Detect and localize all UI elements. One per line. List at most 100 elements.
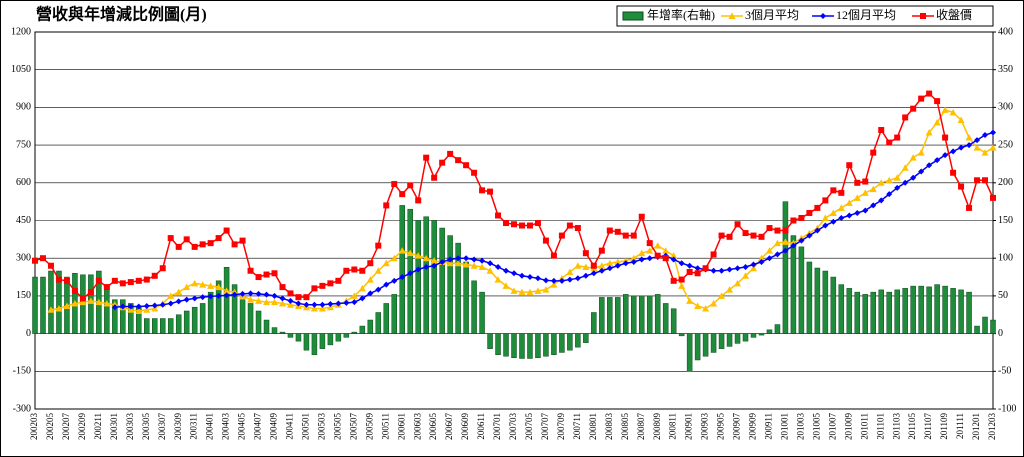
x-tick-label: 200409 bbox=[269, 413, 279, 441]
bar bbox=[654, 294, 661, 334]
y-tick-label: 300 bbox=[16, 252, 31, 263]
marker bbox=[119, 303, 126, 310]
marker bbox=[247, 296, 255, 303]
marker bbox=[630, 254, 638, 262]
marker bbox=[47, 306, 55, 313]
marker bbox=[207, 293, 214, 300]
bar bbox=[167, 318, 174, 334]
marker bbox=[885, 176, 893, 184]
bar bbox=[686, 333, 693, 372]
marker bbox=[574, 262, 582, 269]
marker bbox=[798, 237, 805, 244]
marker bbox=[295, 294, 302, 301]
marker bbox=[830, 187, 837, 194]
marker bbox=[662, 247, 670, 254]
marker bbox=[798, 214, 805, 221]
bar bbox=[255, 310, 262, 334]
x-tick-label: 200205 bbox=[45, 413, 55, 441]
bar bbox=[750, 333, 757, 338]
marker bbox=[215, 235, 222, 242]
marker bbox=[646, 247, 654, 254]
marker bbox=[311, 301, 318, 308]
x-tick-label: 201005 bbox=[811, 413, 821, 441]
y2-tick-label: 300 bbox=[998, 102, 1013, 113]
marker bbox=[494, 276, 502, 283]
marker bbox=[455, 157, 462, 164]
marker bbox=[550, 277, 557, 284]
marker bbox=[934, 98, 941, 105]
marker bbox=[135, 277, 142, 284]
y2-tick-label: 0 bbox=[998, 328, 1003, 339]
marker bbox=[542, 277, 549, 284]
bar bbox=[247, 303, 254, 334]
marker bbox=[526, 288, 534, 296]
marker bbox=[151, 272, 158, 279]
marker bbox=[926, 90, 933, 97]
x-tick-label: 200703 bbox=[508, 413, 518, 441]
marker bbox=[327, 300, 334, 307]
marker bbox=[103, 284, 110, 291]
marker bbox=[686, 297, 694, 304]
x-tick-label: 201101 bbox=[875, 413, 885, 440]
bar bbox=[766, 329, 773, 334]
marker bbox=[167, 292, 175, 299]
marker bbox=[503, 220, 510, 227]
bar bbox=[479, 291, 485, 334]
marker bbox=[399, 274, 406, 281]
x-tick-label: 201203 bbox=[987, 413, 997, 441]
marker bbox=[183, 283, 191, 291]
y-tick-label: -150 bbox=[13, 366, 31, 377]
marker bbox=[742, 263, 749, 270]
bar bbox=[878, 289, 884, 334]
marker bbox=[686, 269, 693, 276]
bar bbox=[32, 276, 38, 334]
marker bbox=[191, 295, 198, 302]
marker bbox=[518, 288, 526, 296]
bar bbox=[599, 297, 605, 334]
marker bbox=[742, 230, 749, 237]
marker bbox=[958, 144, 965, 151]
marker bbox=[263, 291, 270, 298]
marker bbox=[806, 232, 813, 239]
bar bbox=[758, 333, 765, 336]
bar bbox=[279, 331, 286, 334]
marker bbox=[199, 294, 206, 301]
bar bbox=[415, 220, 421, 334]
marker bbox=[678, 282, 686, 289]
marker bbox=[375, 286, 382, 293]
x-tick-label: 200209 bbox=[77, 413, 87, 441]
marker bbox=[271, 298, 278, 306]
bar bbox=[806, 261, 813, 334]
x-tick-label: 200611 bbox=[476, 413, 486, 440]
y2-tick-label: -50 bbox=[998, 366, 1011, 377]
marker bbox=[526, 222, 533, 229]
bar bbox=[974, 325, 980, 334]
marker bbox=[422, 254, 430, 262]
marker bbox=[606, 259, 614, 267]
marker bbox=[598, 267, 605, 274]
marker bbox=[383, 281, 390, 288]
marker bbox=[358, 284, 366, 292]
x-tick-label: 200609 bbox=[460, 413, 470, 441]
legend-label: 收盤價 bbox=[936, 8, 972, 22]
bar bbox=[319, 333, 326, 349]
bar bbox=[175, 314, 182, 334]
bar bbox=[391, 294, 397, 334]
marker bbox=[199, 241, 206, 248]
marker bbox=[286, 301, 294, 308]
x-tick-label: 200503 bbox=[316, 413, 326, 441]
marker bbox=[487, 260, 494, 267]
marker bbox=[63, 277, 70, 284]
bar bbox=[311, 333, 318, 355]
marker bbox=[846, 212, 853, 219]
marker bbox=[343, 299, 350, 306]
marker bbox=[407, 270, 414, 277]
marker bbox=[239, 290, 246, 297]
marker bbox=[127, 279, 134, 286]
bar bbox=[694, 333, 701, 361]
marker bbox=[350, 292, 358, 299]
bar bbox=[934, 284, 940, 334]
marker bbox=[471, 256, 478, 263]
marker bbox=[710, 267, 717, 274]
marker bbox=[925, 129, 933, 136]
